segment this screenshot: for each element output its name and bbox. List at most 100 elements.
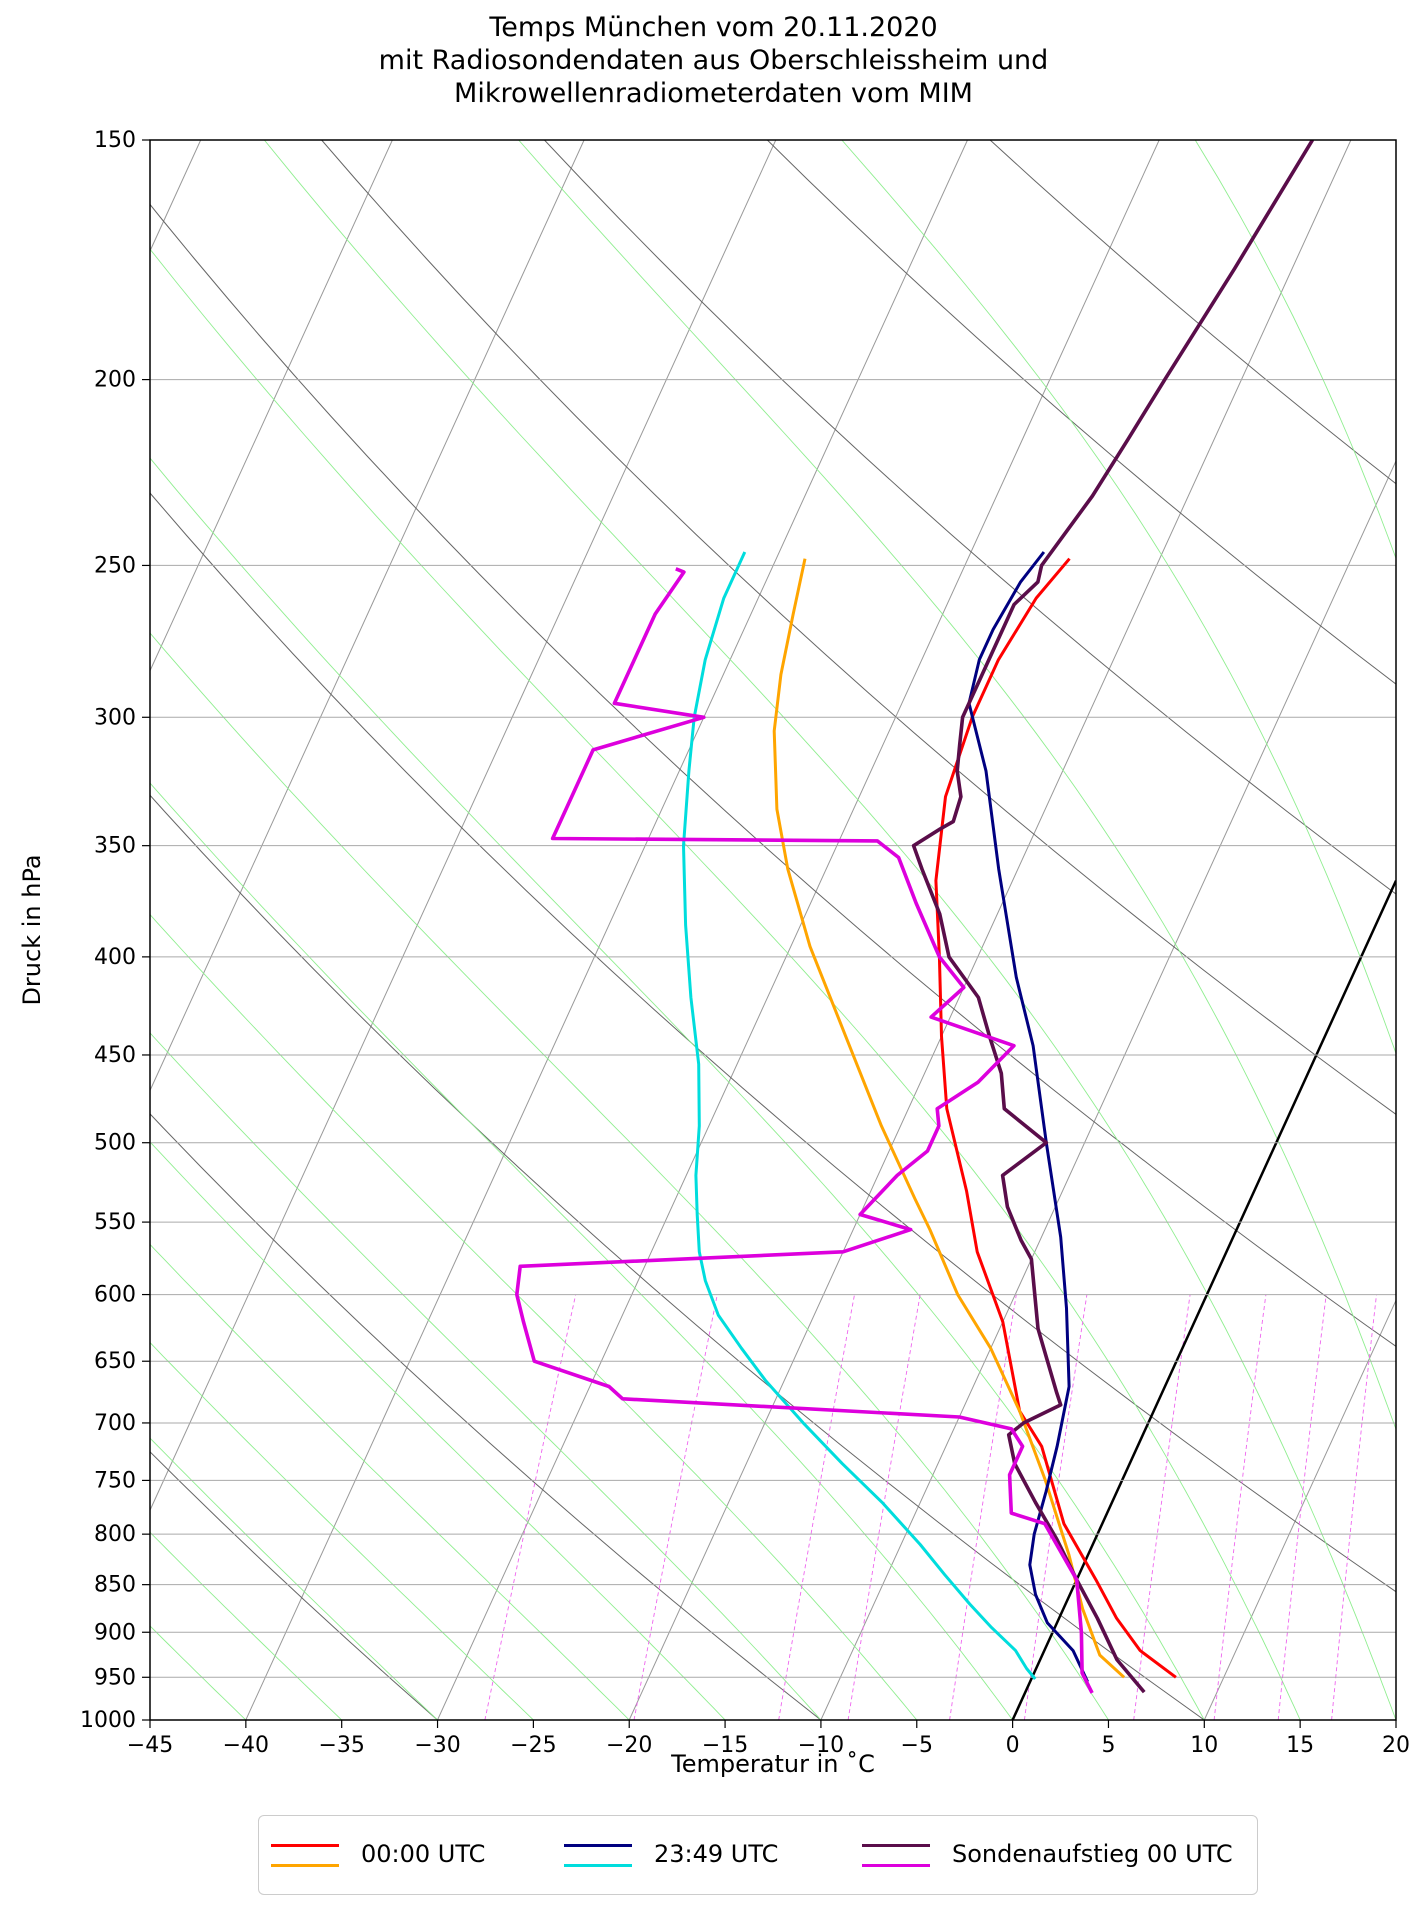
moist-adiabat-line bbox=[150, 1437, 438, 1720]
series-line-temperature bbox=[911, 140, 1315, 1694]
mixing-ratio-line bbox=[778, 1294, 855, 1720]
isotherm-line bbox=[1012, 879, 1396, 1720]
x-tick-label: 10 bbox=[1190, 1733, 1218, 1758]
moist-adiabat-line bbox=[150, 1032, 822, 1720]
data-series bbox=[515, 140, 1315, 1694]
series-line-dewpoint bbox=[682, 551, 1037, 1680]
legend-swatch-temperature bbox=[271, 1844, 339, 1847]
y-tick-label: 350 bbox=[94, 834, 136, 859]
mixing-ratio-line bbox=[1133, 1294, 1191, 1720]
mixing-ratio-line bbox=[484, 1294, 577, 1720]
isotherm-line bbox=[150, 140, 393, 672]
chart-title-line-3: Mikrowellenradiometerdaten vom MIM bbox=[454, 78, 973, 109]
x-tick-label: −15 bbox=[702, 1733, 748, 1758]
y-tick-label: 750 bbox=[94, 1468, 136, 1493]
mixing-ratio-line bbox=[847, 1294, 921, 1720]
y-tick-label: 550 bbox=[94, 1210, 136, 1235]
legend-label: 00:00 UTC bbox=[361, 1840, 486, 1868]
isotherm-line bbox=[150, 140, 585, 1092]
y-axis-ticks: 150 200 250 300 350 400 450 500 550 600 650 700 750 8… bbox=[80, 128, 150, 1733]
isotherm-line bbox=[1203, 1299, 1396, 1720]
x-tick-label: −5 bbox=[901, 1733, 933, 1758]
moist-adiabat-line bbox=[1194, 140, 1396, 560]
x-tick-label: −20 bbox=[606, 1733, 652, 1758]
legend-swatch-temperature bbox=[564, 1844, 632, 1847]
isotherm-line bbox=[628, 140, 1352, 1720]
x-tick-label: −45 bbox=[127, 1733, 173, 1758]
background-lines bbox=[0, 140, 1427, 1720]
y-tick-label: 950 bbox=[94, 1665, 136, 1690]
dry-adiabat-line bbox=[989, 140, 1396, 485]
moist-adiabat-line bbox=[518, 140, 1396, 1431]
isotherm-line bbox=[437, 140, 1160, 1720]
dry-adiabat-line bbox=[150, 1451, 438, 1720]
y-tick-label: 1000 bbox=[80, 1708, 136, 1733]
zero-isotherm-line bbox=[1011, 880, 1396, 1720]
legend-swatch-dewpoint bbox=[564, 1864, 632, 1867]
y-tick-label: 600 bbox=[94, 1283, 136, 1308]
chart-title-line-2: mit Radiosondendaten aus Oberschleisshei… bbox=[378, 45, 1049, 76]
isobar-grid bbox=[150, 139, 1396, 1721]
y-tick-label: 500 bbox=[94, 1131, 136, 1156]
moist-adiabat-line bbox=[150, 1141, 726, 1720]
isotherm-line bbox=[820, 459, 1396, 1720]
moist-adiabat-line bbox=[150, 1531, 343, 1720]
isotherm-line bbox=[150, 140, 777, 1512]
legend-swatch-temperature bbox=[862, 1844, 930, 1847]
mixing-ratio-line bbox=[1213, 1294, 1267, 1720]
mixing-ratio-line bbox=[949, 1294, 1017, 1720]
y-tick-label: 450 bbox=[94, 1043, 136, 1068]
mixing-ratio-line bbox=[1418, 1295, 1427, 1720]
series-line-dewpoint bbox=[772, 558, 1126, 1679]
moist-adiabat-line bbox=[150, 913, 918, 1720]
dry-adiabat-line bbox=[544, 140, 1396, 895]
dry-adiabat-line bbox=[150, 794, 1205, 1720]
y-tick-label: 850 bbox=[94, 1573, 136, 1598]
moist-adiabat-line bbox=[150, 632, 1109, 1720]
moist-adiabat-line bbox=[150, 782, 1013, 1720]
dry-adiabat-line bbox=[150, 1113, 822, 1720]
moist-adiabat-line bbox=[841, 140, 1396, 1055]
moist-adiabat-line bbox=[150, 1243, 630, 1720]
x-tick-label: 0 bbox=[1006, 1733, 1020, 1758]
dry-adiabat-line bbox=[321, 140, 1396, 1115]
isotherm-line bbox=[245, 140, 968, 1720]
mixing-ratio-line bbox=[1331, 1294, 1377, 1720]
moist-adiabat-line bbox=[150, 457, 1205, 1720]
y-tick-label: 200 bbox=[94, 368, 136, 393]
legend-swatch-dewpoint bbox=[862, 1864, 930, 1867]
y-tick-label: 700 bbox=[94, 1411, 136, 1436]
y-tick-label: 300 bbox=[94, 705, 136, 730]
y-tick-label: 400 bbox=[94, 945, 136, 970]
dry-adiabat-line bbox=[150, 203, 1396, 1348]
moist-adiabat-line bbox=[150, 1341, 534, 1720]
series-line-temperature bbox=[967, 551, 1089, 1683]
series-line-dewpoint bbox=[515, 567, 1094, 1694]
y-tick-label: 650 bbox=[94, 1349, 136, 1374]
x-tick-label: −35 bbox=[318, 1733, 364, 1758]
y-tick-label: 900 bbox=[94, 1620, 136, 1645]
y-tick-label: 150 bbox=[94, 128, 136, 153]
mixing-ratio-line bbox=[1023, 1294, 1088, 1720]
x-tick-label: −30 bbox=[414, 1733, 460, 1758]
x-tick-label: 5 bbox=[1101, 1733, 1115, 1758]
legend: 00:00 UTC 23:49 UTC Sondenaufstieg 00 UT… bbox=[258, 1815, 1258, 1895]
mixing-ratio-line bbox=[1277, 1294, 1327, 1720]
moist-adiabat-line bbox=[150, 248, 1301, 1720]
isotherm-line bbox=[1395, 1718, 1396, 1720]
isotherm-line bbox=[0, 140, 9, 1720]
y-tick-label: 250 bbox=[94, 553, 136, 578]
x-tick-label: 20 bbox=[1382, 1733, 1410, 1758]
dry-adiabat-line bbox=[766, 140, 1396, 685]
mixing-ratio-line bbox=[633, 1294, 718, 1720]
y-axis-label: Druck in hPa bbox=[18, 854, 46, 1005]
dry-adiabat-line bbox=[150, 492, 1396, 1593]
x-tick-label: −25 bbox=[510, 1733, 556, 1758]
x-tick-label: −40 bbox=[223, 1733, 269, 1758]
x-tick-label: 15 bbox=[1286, 1733, 1314, 1758]
x-axis-label: Temperatur in ˚C bbox=[670, 1750, 875, 1778]
moist-adiabat-line bbox=[263, 140, 1396, 1720]
plot-frame bbox=[149, 139, 1397, 1721]
x-axis-ticks: −45 −40 −35 −30 −25 −20 −15 −10 −5 0 5 10 15 20 bbox=[127, 1720, 1410, 1758]
